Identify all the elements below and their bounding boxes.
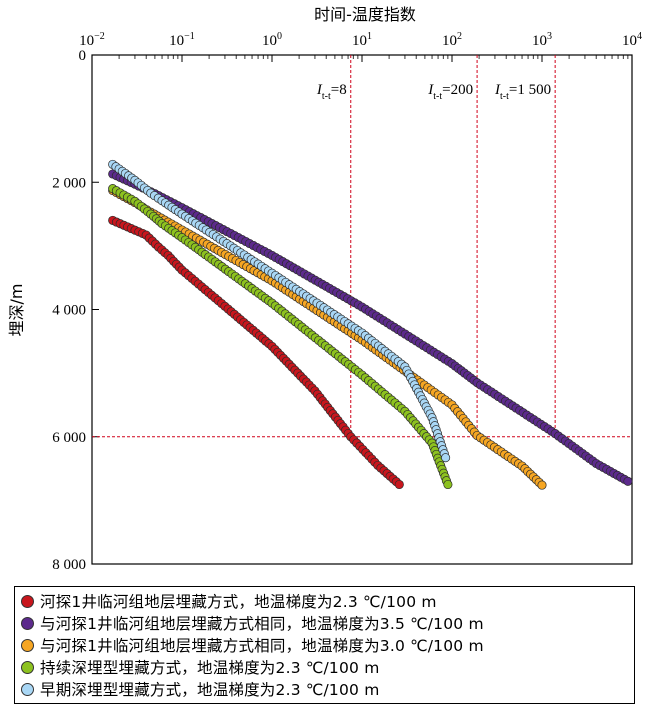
legend-item: 早期深埋型埋藏方式，地温梯度为2.3 ℃/100 m <box>21 678 634 700</box>
reference-label: It-t=1 500 <box>494 82 551 102</box>
x-tick-label: 103 <box>532 31 552 49</box>
legend-item: 与河探1井临河组地层埋藏方式相同，地温梯度为3.0 ℃/100 m <box>21 634 634 656</box>
y-tick-label: 6 000 <box>52 430 86 446</box>
legend-label: 持续深埋型埋藏方式，地温梯度为2.3 ℃/100 m <box>40 659 380 677</box>
legend: 河探1井临河组地层埋藏方式，地温梯度为2.3 ℃/100 m 与河探1井临河组地… <box>14 586 635 704</box>
reference-label: It-t=200 <box>427 82 473 102</box>
data-point <box>441 453 451 463</box>
legend-label: 早期深埋型埋藏方式，地温梯度为2.3 ℃/100 m <box>40 681 380 699</box>
legend-label: 与河探1井临河组地层埋藏方式相同，地温梯度为3.0 ℃/100 m <box>40 637 484 655</box>
legend-label: 河探1井临河组地层埋藏方式，地温梯度为2.3 ℃/100 m <box>40 593 437 611</box>
x-tick-label: 104 <box>622 31 642 49</box>
legend-marker <box>21 660 34 674</box>
legend-marker <box>21 616 34 630</box>
legend-item: 河探1井临河组地层埋藏方式，地温梯度为2.3 ℃/100 m <box>21 590 634 612</box>
x-axis-title: 时间-温度指数 <box>314 5 416 24</box>
x-tick-label: 102 <box>442 31 462 49</box>
legend-item: 与河探1井临河组地层埋藏方式相同，地温梯度为3.5 ℃/100 m <box>21 612 634 634</box>
legend-marker <box>21 682 34 696</box>
y-tick-label: 8 000 <box>52 557 86 573</box>
data-point <box>537 480 547 490</box>
data-point <box>394 479 404 490</box>
legend-item: 持续深埋型埋藏方式，地温梯度为2.3 ℃/100 m <box>21 656 634 678</box>
legend-marker <box>21 638 34 652</box>
series-5 <box>108 159 451 463</box>
legend-label: 与河探1井临河组地层埋藏方式相同，地温梯度为3.5 ℃/100 m <box>40 615 484 633</box>
legend-marker <box>21 594 34 608</box>
reference-label: It-t=8 <box>316 82 347 102</box>
y-tick-label: 0 <box>79 48 87 64</box>
x-tick-label: 101 <box>352 31 372 49</box>
series-1 <box>108 215 404 490</box>
data-point <box>623 476 633 486</box>
y-tick-label: 4 000 <box>52 303 86 319</box>
x-tick-label: 10−2 <box>79 31 105 49</box>
series-4 <box>108 184 453 490</box>
x-tick-label: 10−1 <box>169 31 195 49</box>
x-tick-label: 100 <box>262 31 282 49</box>
y-tick-label: 2 000 <box>52 175 86 191</box>
data-point <box>443 479 453 490</box>
scatter-chart: 时间-温度指数 埋深/m 10−2 10−1 100 101 102 103 104 0 2 0… <box>7 5 642 573</box>
y-axis-title: 埋深/m <box>7 284 26 337</box>
